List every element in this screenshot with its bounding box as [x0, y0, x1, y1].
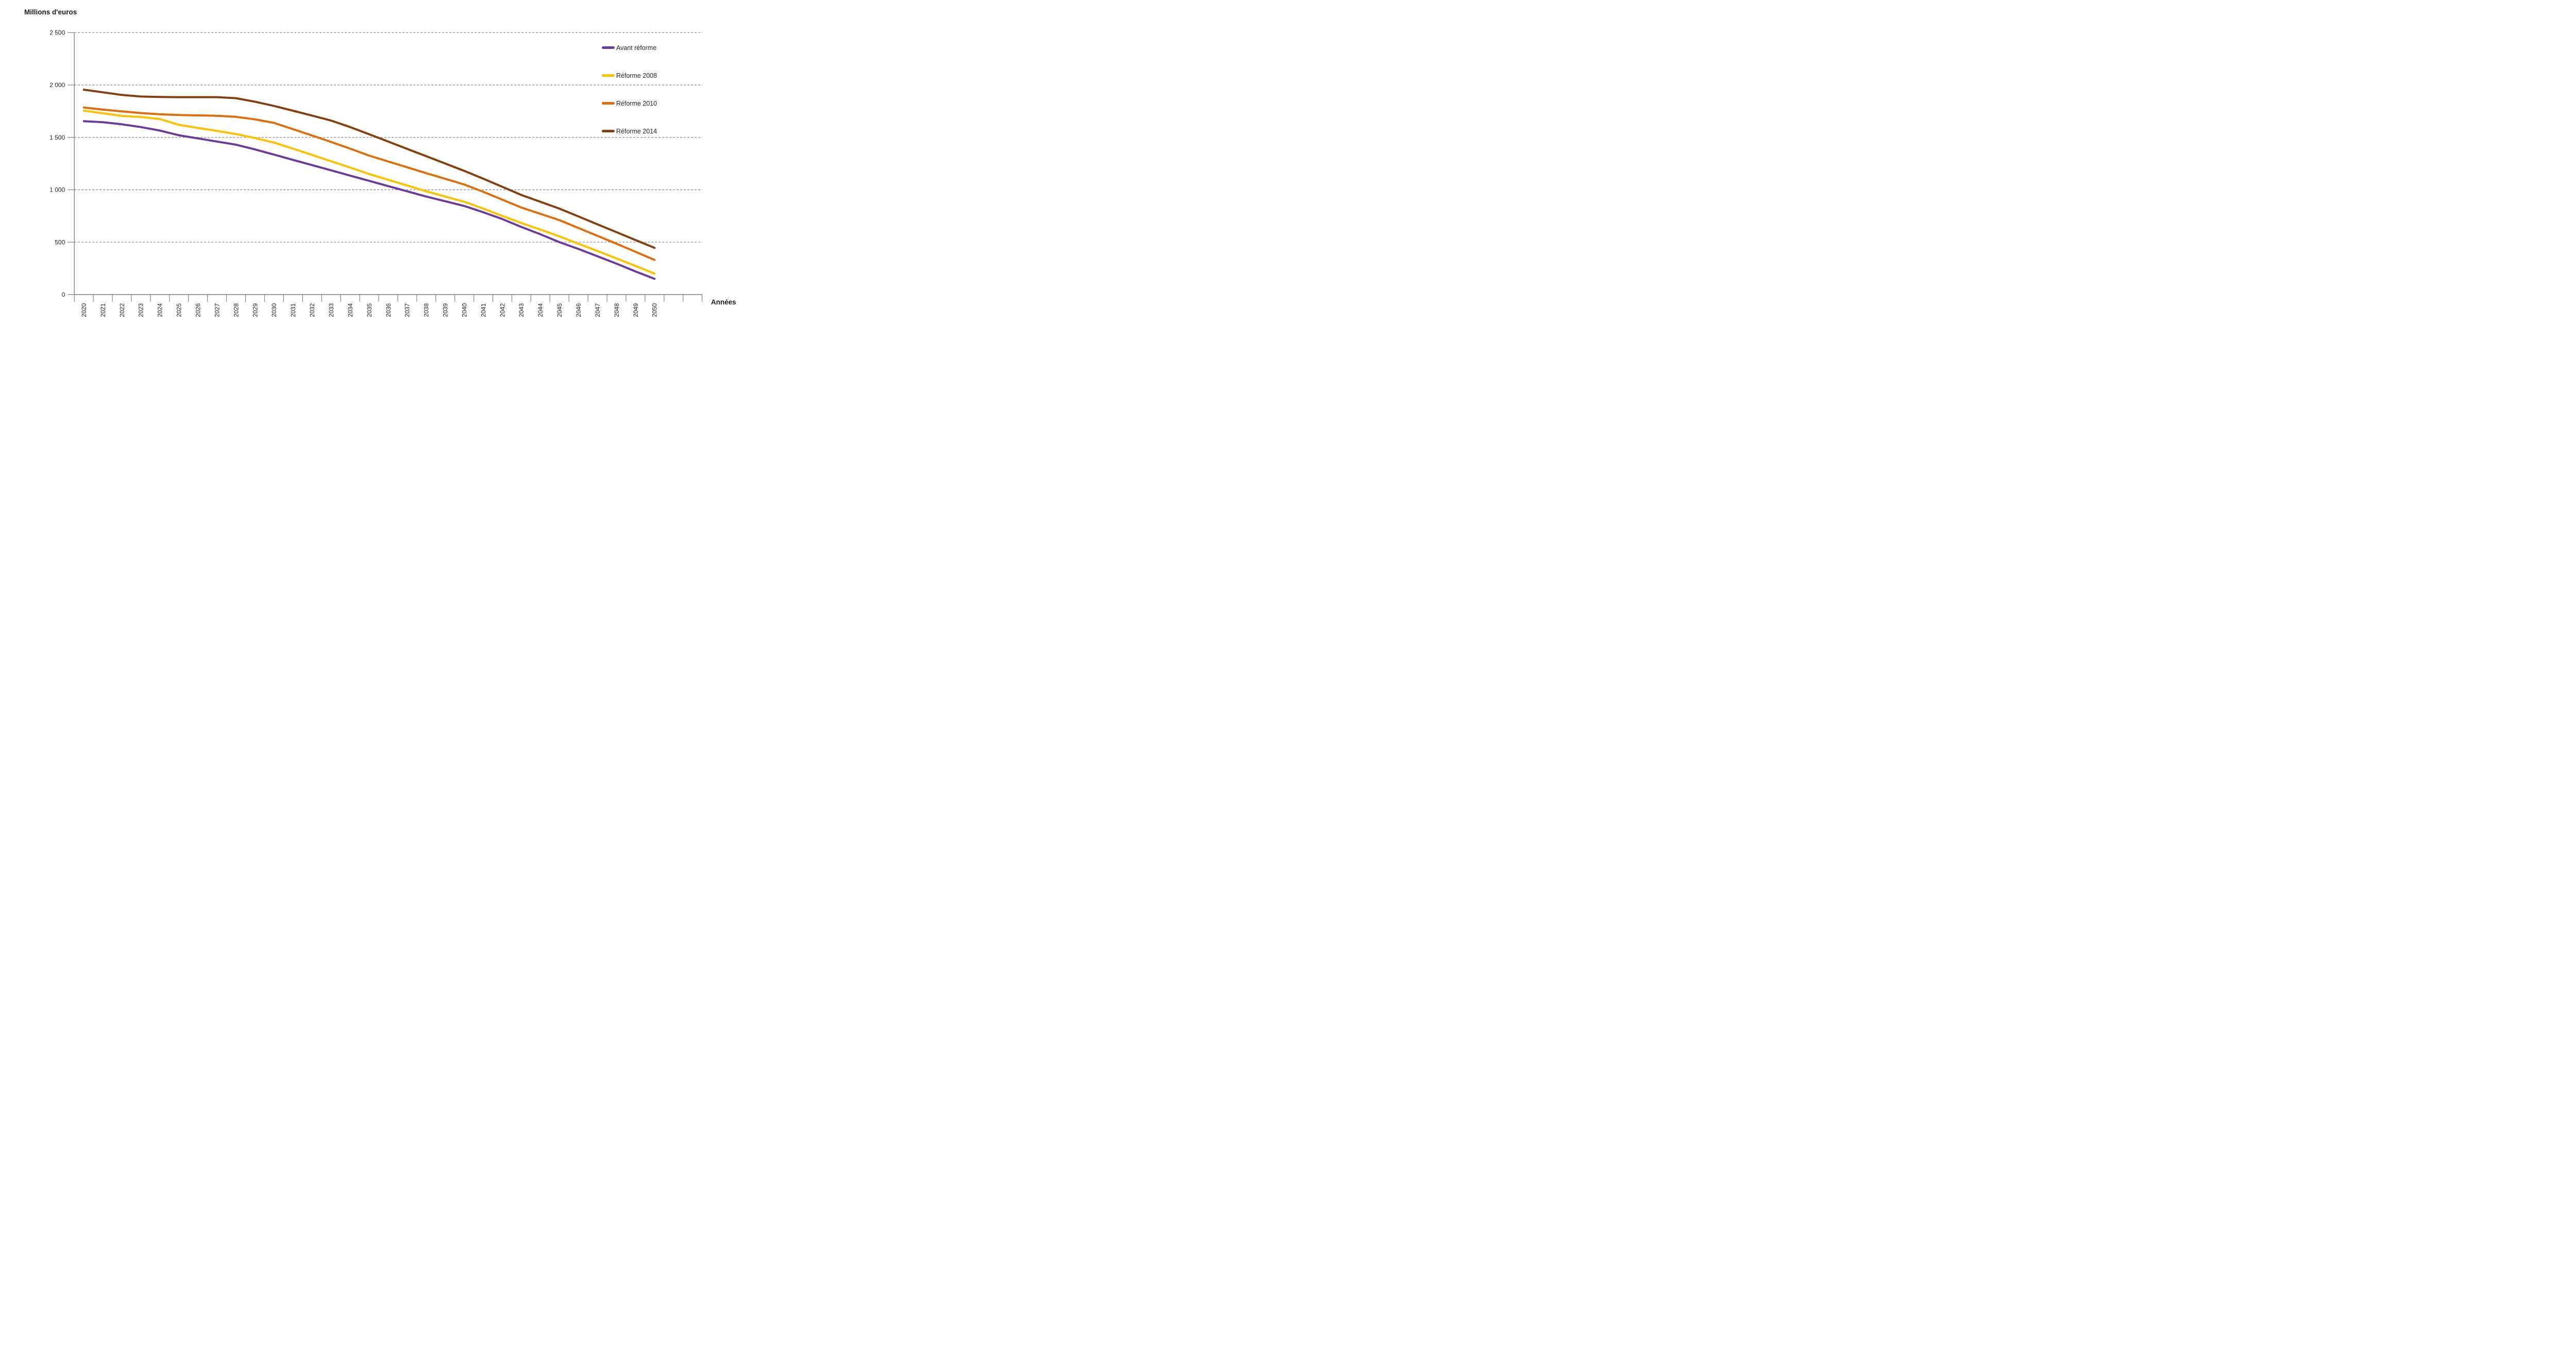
- chart-line-1: [82, 109, 656, 275]
- legend-item-3: Réforme 2014: [602, 126, 657, 137]
- x-tick-label-year: 2045: [556, 303, 563, 317]
- x-tick-label-year: 2036: [385, 303, 392, 317]
- legend-label: Réforme 2010: [616, 99, 657, 107]
- legend-label: Réforme 2008: [616, 72, 657, 79]
- x-tick-label-year: 2035: [366, 303, 373, 317]
- y-tick-label: 2 000: [49, 81, 65, 89]
- chart-line-2: [82, 106, 656, 261]
- x-tick-label-year: 2024: [157, 303, 164, 317]
- x-tick-label-year: 2038: [423, 303, 430, 317]
- x-tick-label-year: 2041: [480, 303, 487, 317]
- x-tick-label-year: 2048: [613, 303, 620, 317]
- x-tick-label-year: 2049: [632, 303, 639, 317]
- x-tick-label-year: 2032: [309, 303, 316, 317]
- legend-label: Réforme 2014: [616, 127, 657, 135]
- x-tick-label-year: 2031: [290, 303, 297, 317]
- x-tick-label-year: 2042: [499, 303, 506, 317]
- y-axis-title: Millions d'euros: [24, 8, 77, 16]
- x-tick-label-year: 2037: [404, 303, 411, 317]
- series-lines: [82, 89, 656, 280]
- legend-swatch-icon: [602, 46, 615, 49]
- x-tick-label-year: 2034: [347, 303, 354, 317]
- x-tick-label-year: 2047: [594, 303, 601, 317]
- y-ticks: 2 500 2 000 1 500 1 000 500 0: [49, 29, 75, 298]
- legend-swatch-icon: [602, 130, 615, 132]
- legend-swatch-icon: [602, 74, 615, 77]
- gridlines: [74, 32, 702, 243]
- x-tick-label-year: 2046: [575, 303, 582, 317]
- y-tick-label: 2 500: [49, 29, 65, 37]
- x-tick-label-year: 2039: [442, 303, 449, 317]
- x-tick-label-year: 2044: [537, 303, 544, 317]
- x-tick-label-year: 2028: [232, 303, 240, 317]
- x-tick-label-year: 2030: [270, 303, 278, 317]
- line-chart: Millions d'euros 2 500 2 000 1 500 1 000 500…: [0, 0, 761, 336]
- x-tick-label-year: 2022: [118, 303, 126, 317]
- x-tick-label-year: 2040: [461, 303, 468, 317]
- x-tick-label-year: 2026: [195, 303, 202, 317]
- y-tick-label: 500: [55, 239, 65, 246]
- x-tick-label-year: 2043: [518, 303, 525, 317]
- x-tick-label-year: 2029: [251, 303, 259, 317]
- x-tick-label-year: 2021: [99, 303, 107, 317]
- x-tick-label-year: 2050: [651, 303, 658, 317]
- chart-line-3: [82, 89, 656, 249]
- x-tick-label-year: 2027: [213, 303, 221, 317]
- x-labels: 2020 2021 2022 2023 2024 2025 2026 2027 2028 2029…: [80, 303, 658, 317]
- plot-area: 2 500 2 000 1 500 1 000 500 0 2020 2021 2022 2023…: [49, 29, 703, 317]
- x-tick-label-year: 2023: [138, 303, 145, 317]
- legend-item-0: Avant réforme: [602, 43, 656, 53]
- y-tick-label: 1 000: [49, 186, 65, 194]
- x-ticks: [74, 294, 703, 302]
- y-tick-label: 1 500: [49, 134, 65, 141]
- x-tick-label-year: 2020: [80, 303, 88, 317]
- legend-item-2: Réforme 2010: [602, 98, 657, 109]
- x-tick-label-year: 2025: [176, 303, 183, 317]
- legend-label: Avant réforme: [616, 44, 657, 52]
- x-axis-title: Années: [711, 298, 736, 306]
- x-tick-label-year: 2033: [328, 303, 335, 317]
- legend-item-1: Réforme 2008: [602, 71, 657, 81]
- legend-swatch-icon: [602, 102, 615, 105]
- y-tick-label: 0: [62, 291, 65, 298]
- axes: [74, 32, 702, 295]
- chart-line-0: [82, 120, 656, 280]
